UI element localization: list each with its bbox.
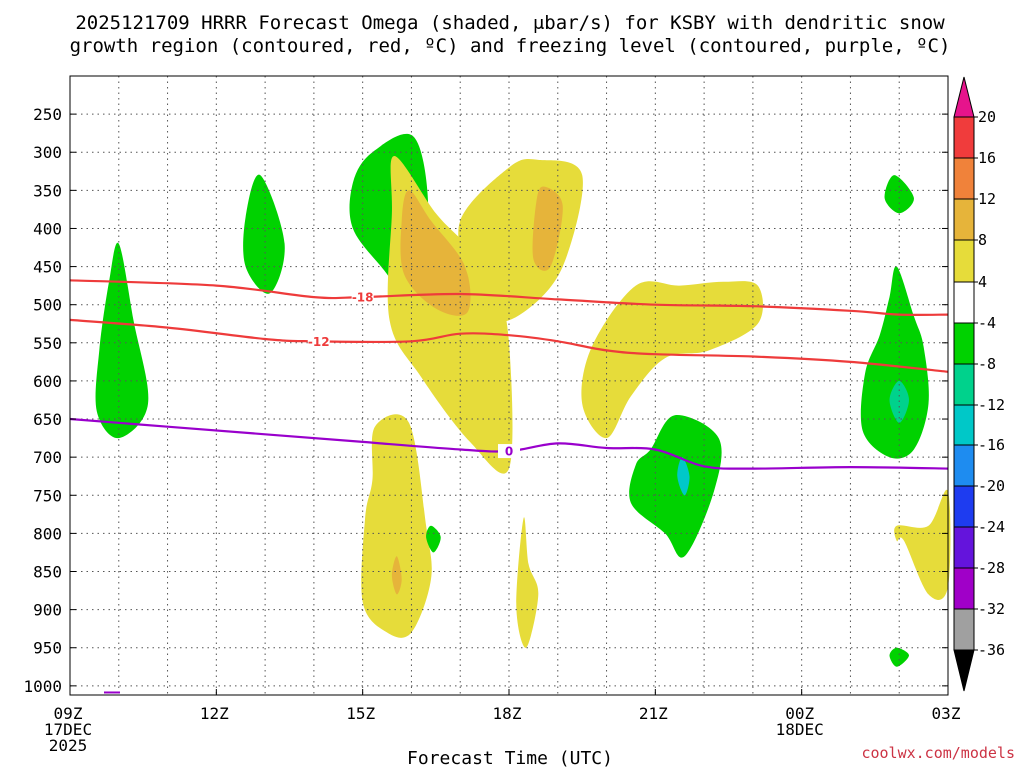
colorbar-bin-0 [953, 116, 975, 159]
omega-green-17z-low [426, 525, 441, 553]
colorbar-label-9: -20 [978, 477, 1005, 495]
x-tick-09Z-line1: 09Z [54, 704, 83, 723]
x-tick-12Z-line1: 12Z [200, 704, 229, 723]
colorbar-label-10: -24 [978, 518, 1005, 536]
contour-freezing-0-label-bg [498, 444, 520, 459]
plot-area: -18 -12 0 250 300 350 400 450 500 550 600 650 700 750… [23, 75, 961, 755]
chart-title-line2: growth region (contoured, red, ºC) and f… [70, 35, 951, 57]
x-tick-18Z-line1: 18Z [493, 704, 522, 723]
contour-minus12-label-bg [307, 334, 330, 349]
colorbar-label-6: -8 [978, 355, 996, 373]
x-tick-21Z-line1: 21Z [639, 704, 668, 723]
omega-green-13z [243, 174, 285, 294]
y-tick-500: 500 [33, 296, 62, 315]
y-tick-300: 300 [33, 143, 62, 162]
y-tick-1000: 1000 [23, 677, 62, 696]
colorbar-bin-6 [953, 363, 975, 406]
colorbar-bin-4 [953, 281, 975, 324]
colorbar-bin-11 [953, 567, 975, 610]
omega-yellow-21z [581, 281, 764, 439]
omega-yellow-19z-low [516, 517, 539, 648]
colorbar-bottom-arrow [953, 649, 975, 692]
colorbar-label-8: -16 [978, 436, 1005, 454]
y-tick-250: 250 [33, 105, 62, 124]
colorbar-bin-12 [953, 608, 975, 651]
colorbar-label-5: -4 [978, 314, 996, 332]
contour-freezing-0 [69, 417, 949, 470]
colorbar-label-11: -28 [978, 559, 1005, 577]
x-tick-03Z-line1: 03Z [932, 704, 961, 723]
omega-green-01z-upper [884, 175, 914, 214]
x-tick-09Z-line3: 2025 [49, 736, 88, 755]
colorbar-bin-8 [953, 444, 975, 487]
omega-green-01z-sfc [889, 647, 909, 667]
omega-green-09z [95, 242, 149, 439]
omega-yellow-16z-low [361, 414, 432, 638]
y-tick-550: 550 [33, 334, 62, 353]
colorbar-bin-2 [953, 198, 975, 241]
y-tick-600: 600 [33, 372, 62, 391]
contour-minus12 [69, 318, 949, 373]
x-tick-00Z-line2: 18DEC [776, 720, 824, 739]
contour-minus12-label: -12 [308, 335, 330, 349]
colorbar: 20 16 12 8 4 -4 -8 -12 -16 -20 -24 -28 -32 -36 [953, 76, 1005, 692]
x-tick-09Z-line2: 17DEC [44, 720, 92, 739]
colorbar-bin-1 [953, 157, 975, 200]
colorbar-bin-10 [953, 526, 975, 569]
y-tick-350: 350 [33, 181, 62, 200]
omega-green-22z [629, 415, 722, 558]
y-tick-900: 900 [33, 601, 62, 620]
y-tick-800: 800 [33, 524, 62, 543]
colorbar-bin-3 [953, 239, 975, 283]
colorbar-label-12: -32 [978, 600, 1005, 618]
y-tick-850: 850 [33, 563, 62, 582]
y-tick-650: 650 [33, 410, 62, 429]
omega-orange-17z [400, 190, 471, 316]
colorbar-bin-7 [953, 404, 975, 446]
y-tick-400: 400 [33, 219, 62, 238]
y-tick-950: 950 [33, 639, 62, 658]
contour-minus18-label: -18 [352, 291, 374, 305]
chart-title-line1: 2025121709 HRRR Forecast Omega (shaded, … [75, 12, 945, 34]
x-tick-00Z-line1: 00Z [785, 704, 814, 723]
contour-minus18 [69, 279, 949, 316]
y-tick-700: 700 [33, 448, 62, 467]
omega-yellow-02z [894, 489, 951, 600]
contour-freezing-0-label: 0 [505, 445, 513, 459]
colorbar-label-0: 20 [978, 108, 996, 126]
omega-teal-22z [677, 457, 690, 496]
colorbar-label-7: -12 [978, 396, 1005, 414]
colorbar-label-13: -36 [978, 641, 1005, 659]
colorbar-label-1: 16 [978, 149, 996, 167]
colorbar-bin-9 [953, 485, 975, 528]
contour-minus18-label-bg [351, 290, 374, 305]
colorbar-bin-5 [953, 322, 975, 365]
omega-orange-16z-low [391, 556, 402, 595]
x-tick-15Z-line1: 15Z [346, 704, 375, 723]
colorbar-label-4: 4 [978, 273, 987, 291]
y-tick-750: 750 [33, 486, 62, 505]
colorbar-label-3: 8 [978, 231, 987, 249]
x-axis-label: Forecast Time (UTC) [407, 748, 613, 768]
credit-text: coolwx.com/models [861, 744, 1015, 762]
y-tick-450: 450 [33, 258, 62, 277]
omega-orange-19z [532, 186, 563, 271]
colorbar-label-2: 12 [978, 190, 996, 208]
